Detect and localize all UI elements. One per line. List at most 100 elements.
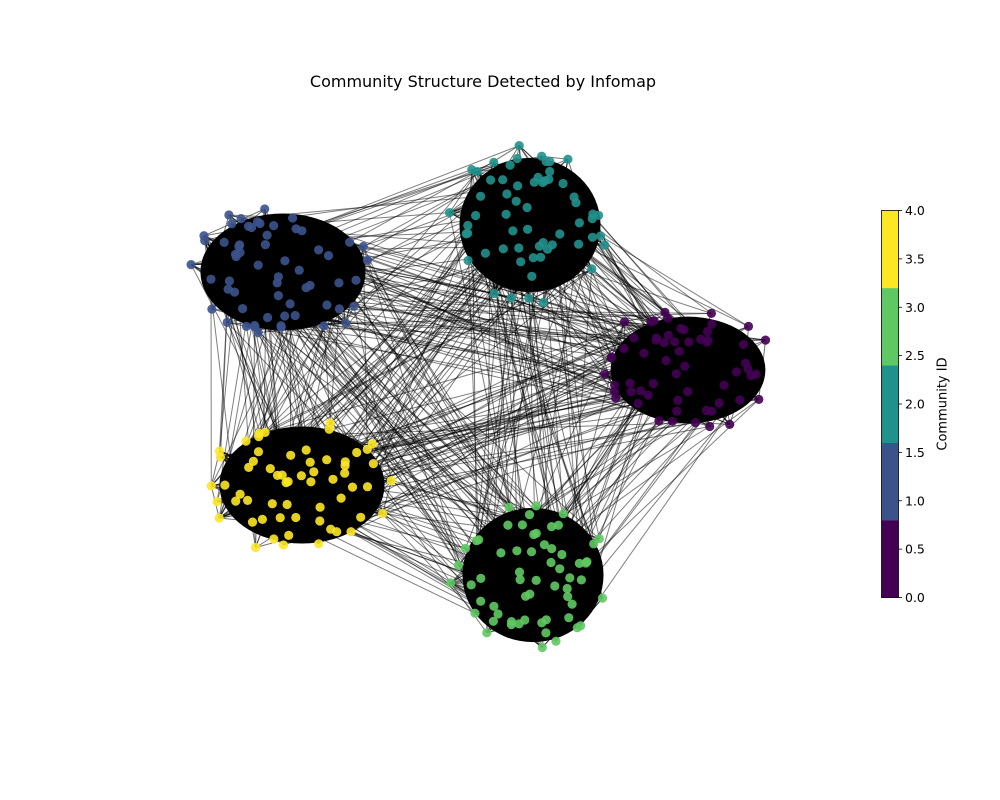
edge bbox=[284, 315, 537, 534]
node-community-2 bbox=[558, 178, 568, 189]
node-community-3 bbox=[550, 581, 560, 591]
node-community-3 bbox=[597, 593, 608, 603]
edge bbox=[484, 253, 595, 545]
node-community-2 bbox=[524, 293, 534, 303]
node-community-2 bbox=[486, 175, 496, 185]
node-community-4 bbox=[286, 450, 296, 460]
node-community-3 bbox=[470, 608, 480, 618]
node-community-0 bbox=[671, 369, 681, 379]
edge bbox=[362, 246, 476, 614]
node-community-2 bbox=[516, 257, 526, 267]
node-community-2 bbox=[600, 240, 610, 250]
node-community-0 bbox=[654, 416, 664, 426]
node-community-3 bbox=[574, 558, 585, 569]
node-community-4 bbox=[206, 481, 216, 491]
edge bbox=[449, 171, 478, 213]
colorbar-segments bbox=[881, 210, 899, 598]
node-community-1 bbox=[263, 312, 273, 323]
node-community-0 bbox=[738, 339, 749, 350]
node-community-4 bbox=[306, 477, 316, 487]
node-community-1 bbox=[207, 304, 217, 314]
node-community-0 bbox=[629, 333, 639, 343]
node-community-4 bbox=[340, 468, 350, 478]
node-community-3 bbox=[555, 564, 565, 574]
node-community-1 bbox=[227, 219, 237, 229]
node-community-1 bbox=[362, 255, 372, 265]
node-community-0 bbox=[751, 369, 761, 379]
node-community-1 bbox=[238, 304, 248, 314]
node-community-2 bbox=[489, 288, 499, 299]
node-community-3 bbox=[567, 599, 577, 609]
node-community-0 bbox=[633, 398, 643, 409]
edge bbox=[350, 373, 677, 533]
node-community-0 bbox=[659, 338, 669, 348]
node-community-2 bbox=[444, 208, 455, 218]
node-community-0 bbox=[706, 308, 717, 318]
node-community-0 bbox=[719, 380, 729, 390]
node-community-4 bbox=[336, 493, 346, 503]
colorbar-segment-2 bbox=[881, 365, 899, 443]
node-community-0 bbox=[703, 335, 713, 345]
chart-title: Community Structure Detected by Infomap bbox=[309, 72, 657, 91]
node-community-2 bbox=[514, 243, 524, 253]
node-community-3 bbox=[504, 502, 514, 512]
node-community-3 bbox=[476, 573, 486, 584]
community-0-dense-edges bbox=[610, 316, 766, 424]
node-community-1 bbox=[200, 236, 210, 246]
node-community-0 bbox=[676, 323, 686, 334]
node-community-4 bbox=[247, 517, 258, 527]
edge bbox=[484, 253, 559, 526]
node-community-4 bbox=[315, 516, 325, 526]
node-community-2 bbox=[587, 214, 597, 224]
node-community-4 bbox=[322, 455, 332, 465]
node-community-4 bbox=[378, 508, 388, 519]
node-community-3 bbox=[453, 560, 463, 570]
edge bbox=[301, 169, 472, 232]
node-community-4 bbox=[269, 534, 279, 544]
node-community-3 bbox=[474, 535, 484, 545]
node-community-0 bbox=[646, 317, 656, 327]
edge bbox=[292, 217, 657, 339]
colorbar-segment-3 bbox=[881, 287, 899, 366]
node-community-3 bbox=[446, 578, 456, 588]
node-community-3 bbox=[496, 548, 506, 558]
node-community-1 bbox=[301, 283, 311, 293]
node-community-1 bbox=[241, 321, 251, 331]
node-community-1 bbox=[236, 214, 246, 224]
node-community-1 bbox=[224, 210, 234, 220]
node-community-1 bbox=[323, 251, 334, 261]
edge bbox=[353, 305, 665, 344]
edge bbox=[367, 373, 605, 488]
community-2-dense-edges bbox=[459, 157, 601, 293]
node-community-3 bbox=[553, 520, 564, 530]
colorbar-tick-label: 1.0 bbox=[905, 493, 925, 508]
colorbar-tick-label: 0.0 bbox=[905, 590, 925, 605]
node-community-0 bbox=[651, 335, 661, 345]
node-community-4 bbox=[309, 467, 319, 477]
node-community-1 bbox=[260, 204, 270, 214]
node-community-1 bbox=[273, 272, 283, 282]
colorbar-ticks: 0.0 0.5 1.0 1.5 2.0 2.5 3.0 3.5 4.0 bbox=[898, 203, 925, 605]
node-community-4 bbox=[328, 474, 338, 484]
colorbar-segment-1 bbox=[881, 442, 899, 521]
node-community-1 bbox=[314, 245, 324, 255]
node-community-1 bbox=[250, 320, 260, 331]
node-community-1 bbox=[280, 311, 290, 321]
node-community-4 bbox=[356, 512, 366, 522]
node-community-0 bbox=[663, 330, 674, 340]
node-community-3 bbox=[466, 580, 476, 590]
node-community-3 bbox=[524, 509, 535, 520]
node-community-3 bbox=[564, 613, 574, 623]
node-community-1 bbox=[290, 310, 300, 321]
node-community-0 bbox=[663, 313, 673, 323]
node-community-0 bbox=[610, 380, 620, 390]
node-community-0 bbox=[636, 386, 646, 396]
node-community-3 bbox=[503, 520, 513, 530]
node-community-2 bbox=[505, 160, 515, 170]
node-community-3 bbox=[539, 540, 550, 550]
node-community-4 bbox=[253, 447, 264, 457]
node-community-4 bbox=[248, 456, 258, 466]
node-community-2 bbox=[587, 264, 597, 274]
node-community-1 bbox=[206, 274, 216, 284]
